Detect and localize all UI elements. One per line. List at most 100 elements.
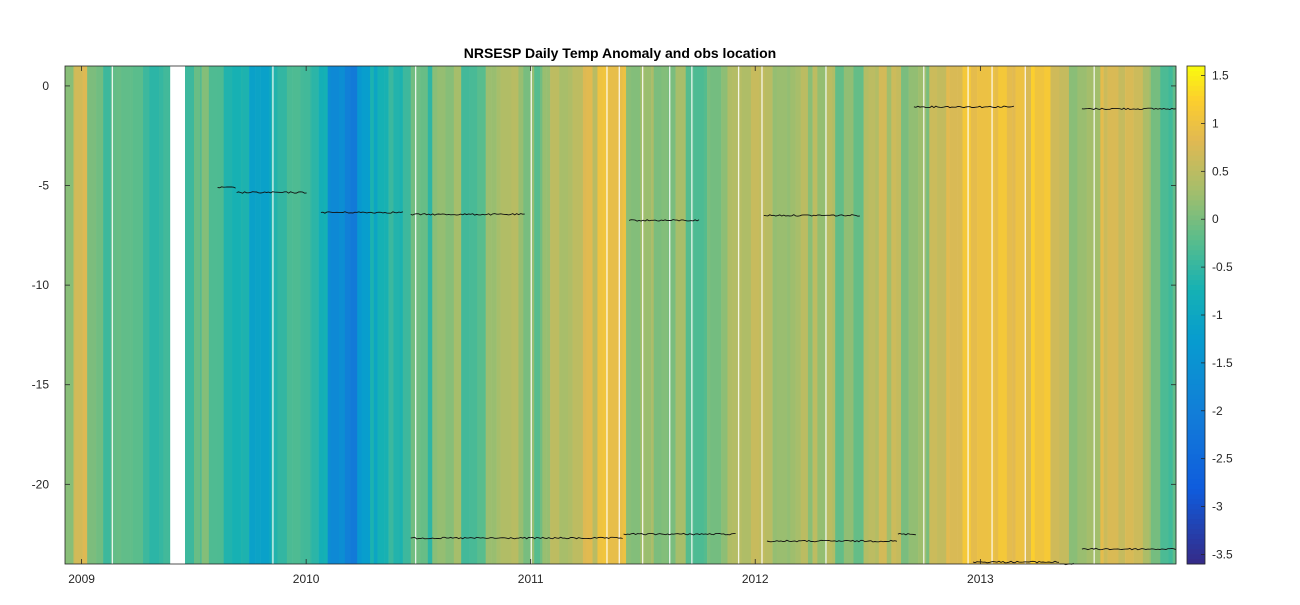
anomaly-band [384, 66, 389, 564]
anomaly-band [901, 66, 909, 564]
colorbar-swatch [1187, 509, 1205, 514]
x-tick-label: 2010 [293, 572, 320, 586]
anomaly-band [887, 66, 892, 564]
colorbar-swatch [1187, 484, 1205, 489]
anomaly-band [844, 66, 854, 564]
anomaly-band [790, 66, 796, 564]
colorbar-swatch [1187, 390, 1205, 395]
colorbar-swatch [1187, 529, 1205, 534]
colorbar-swatch [1187, 539, 1205, 544]
anomaly-band [277, 66, 287, 564]
colorbar-swatch [1187, 375, 1205, 380]
anomaly-band [868, 66, 875, 564]
anomaly-band [350, 66, 357, 564]
colorbar-swatch [1187, 260, 1205, 265]
colorbar-swatch [1187, 225, 1205, 230]
colorbar-swatch [1187, 554, 1205, 559]
anomaly-band [1012, 66, 1016, 564]
colorbar-swatch [1187, 176, 1205, 181]
colorbar-swatch [1187, 524, 1205, 529]
anomaly-band [83, 66, 88, 564]
colorbar-swatch [1187, 235, 1205, 240]
colorbar-swatch [1187, 280, 1205, 285]
colorbar-swatch [1187, 499, 1205, 504]
data-gap [170, 66, 185, 564]
colorbar-swatch [1187, 430, 1205, 435]
anomaly-band [1016, 66, 1026, 564]
anomaly-band [827, 66, 833, 564]
anomaly-band [133, 66, 144, 564]
colorbar-swatch [1187, 96, 1205, 101]
anomaly-band [437, 66, 445, 564]
anomaly-band [323, 66, 328, 564]
anomaly-band [644, 66, 651, 564]
anomaly-band [765, 66, 773, 564]
anomaly-band [593, 66, 598, 564]
colorbar-tick-label: -1.5 [1212, 356, 1233, 370]
anomaly-band [269, 66, 271, 564]
anomaly-band [486, 66, 492, 564]
anomaly-band [835, 66, 844, 564]
anomaly-band [1108, 66, 1119, 564]
anomaly-band [1104, 66, 1108, 564]
colorbar-swatch [1187, 290, 1205, 295]
colorbar-swatch [1187, 544, 1205, 549]
colorbar-tick-label: 0 [1212, 212, 1219, 226]
anomaly-band [96, 66, 103, 564]
anomaly-band [477, 66, 486, 564]
anomaly-band [998, 66, 1007, 564]
colorbar-swatch [1187, 81, 1205, 86]
anomaly-band [534, 66, 540, 564]
anomaly-band [470, 66, 478, 564]
anomaly-band [946, 66, 950, 564]
anomaly-band [420, 66, 428, 564]
anomaly-band [1044, 66, 1051, 564]
anomaly-band [163, 66, 169, 564]
anomaly-band [626, 66, 631, 564]
anomaly-band [918, 66, 926, 564]
anomaly-band [710, 66, 721, 564]
anomaly-band [115, 66, 117, 564]
anomaly-band [243, 66, 250, 564]
anomaly-band [1169, 66, 1174, 564]
anomaly-band [312, 66, 319, 564]
anomaly-band [492, 66, 497, 564]
anomaly-band [185, 66, 194, 564]
anomaly-band [654, 66, 662, 564]
anomaly-band [598, 66, 603, 564]
anomaly-band [853, 66, 862, 564]
anomaly-band [1059, 66, 1069, 564]
anomaly-band [497, 66, 501, 564]
anomaly-band [249, 66, 256, 564]
anomaly-band [1151, 66, 1155, 564]
colorbar-swatch [1187, 86, 1205, 91]
colorbar-swatch [1187, 330, 1205, 335]
anomaly-band [742, 66, 752, 564]
colorbar-swatch [1187, 181, 1205, 186]
anomaly-band [1143, 66, 1149, 564]
anomaly-band [428, 66, 433, 564]
anomaly-band [676, 66, 686, 564]
colorbar-swatch [1187, 365, 1205, 370]
anomaly-band [339, 66, 345, 564]
anomaly-band [732, 66, 738, 564]
anomaly-band [328, 66, 331, 564]
anomaly-band [511, 66, 518, 564]
colorbar-swatch [1187, 345, 1205, 350]
colorbar-swatch [1187, 559, 1205, 564]
anomaly-band [1035, 66, 1045, 564]
anomaly-band [202, 66, 210, 564]
anomaly-band [518, 66, 523, 564]
anomaly-band [787, 66, 791, 564]
anomaly-band [445, 66, 454, 564]
x-tick-label: 2009 [68, 572, 95, 586]
colorbar-swatch [1187, 126, 1205, 131]
anomaly-band [704, 66, 708, 564]
colorbar-swatch [1187, 220, 1205, 225]
anomaly-band [651, 66, 654, 564]
anomaly-band [241, 66, 243, 564]
colorbar-swatch [1187, 335, 1205, 340]
anomaly-band [977, 66, 988, 564]
anomaly-band [773, 66, 777, 564]
colorbar-swatch [1187, 166, 1205, 171]
